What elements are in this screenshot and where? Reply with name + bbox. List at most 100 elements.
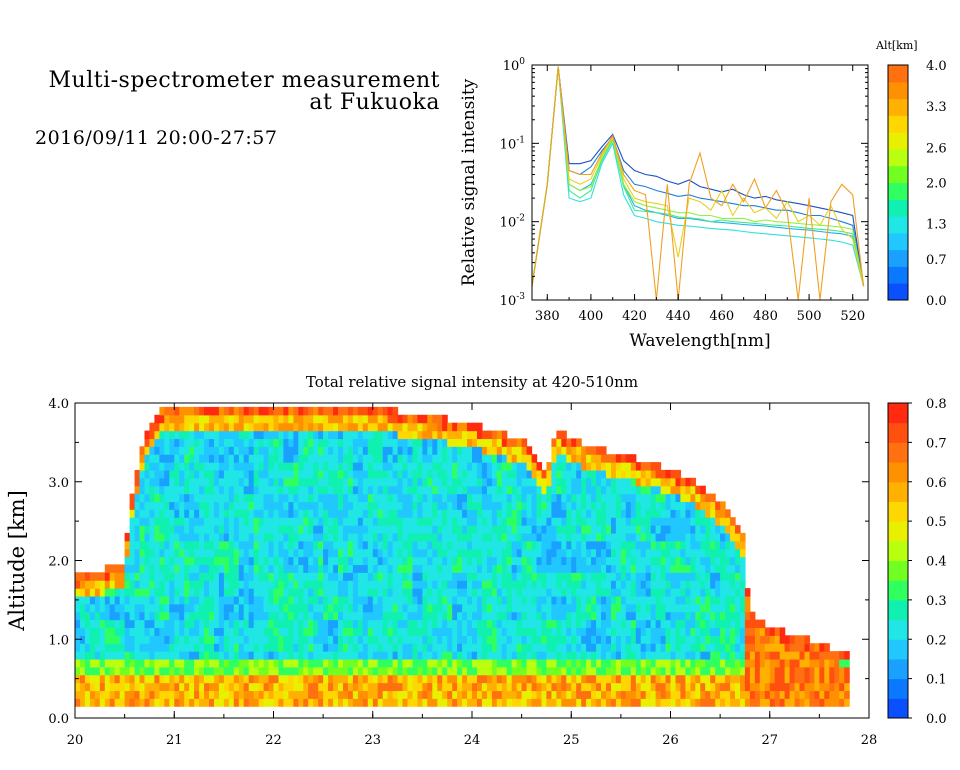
heatmap-cell (258, 635, 265, 644)
heatmap-cell (204, 651, 210, 660)
heatmap-cell (233, 580, 240, 589)
heatmap-cell (298, 540, 304, 550)
heatmap-cell (204, 462, 210, 471)
heatmap-cell (288, 611, 294, 621)
heatmap-cell (189, 556, 195, 566)
heatmap-cell (382, 469, 389, 479)
heatmap-cell (749, 651, 756, 660)
heatmap-cell (571, 517, 577, 526)
heatmap-cell (347, 454, 354, 463)
heatmap-cell (298, 580, 304, 589)
heatmap-cell (561, 446, 567, 455)
heatmap-cell (685, 698, 691, 707)
heatmap-cell (615, 595, 622, 605)
altitude-colorbar-tick-label: 3.3 (926, 100, 947, 115)
heatmap-cell (412, 501, 419, 510)
heatmap-cell (377, 643, 384, 652)
heatmap-cell (749, 690, 756, 699)
heatmap-cell (387, 462, 394, 471)
heatmap-cell (417, 532, 423, 542)
heatmap-cell (333, 643, 339, 652)
heatmap-cell (377, 462, 384, 471)
heatmap-cell (601, 651, 607, 660)
heatmap-cell (273, 580, 280, 589)
heatmap-cell (496, 477, 503, 487)
heatmap-cell (204, 469, 210, 479)
heatmap-cell (615, 540, 622, 550)
heatmap-cell (313, 469, 319, 479)
heatmap-cell (725, 532, 731, 542)
heatmap-cell (412, 580, 419, 589)
heatmap-cell (204, 611, 210, 621)
heatmap-cell (392, 493, 399, 503)
heatmap-cell (680, 525, 686, 534)
heatmap-cell (437, 485, 443, 495)
heatmap-cell (94, 572, 101, 581)
heatmap-cell (447, 540, 453, 550)
heatmap-cell (506, 674, 513, 684)
heatmap-cell (601, 493, 607, 503)
heatmap-cell (159, 454, 165, 463)
heatmap-cell (313, 603, 319, 613)
heatmap-cell (134, 674, 141, 684)
heatmap-cell (228, 532, 235, 542)
heatmap-cell (606, 532, 612, 542)
heatmap-cell (819, 658, 825, 668)
heatmap-cell (705, 627, 711, 636)
heatmap-cell (94, 698, 101, 707)
heatmap-cell (154, 532, 160, 542)
heatmap-cell (754, 619, 761, 629)
heatmap-cell (536, 485, 543, 495)
heatmap-cell (347, 643, 354, 652)
heatmap-cell (486, 548, 493, 558)
heatmap-cell (194, 493, 200, 503)
heatmap-cell (298, 619, 304, 629)
heatmap-cell (655, 666, 662, 676)
heatmap-cell (432, 580, 438, 589)
heatmap-cell (288, 462, 294, 471)
heatmap-cell (690, 556, 696, 566)
heatmap-cell (690, 477, 696, 487)
heatmap-cell (159, 446, 165, 455)
heatmap-cell (625, 698, 632, 707)
heatmap-cell (432, 485, 438, 495)
heatmap-cell (640, 595, 647, 605)
heatmap-cell (491, 588, 498, 597)
heatmap-cell (586, 651, 592, 660)
heatmap-cell (347, 556, 354, 566)
heatmap-cell (561, 619, 567, 629)
heatmap-cell (338, 666, 344, 676)
heatmap-cell (432, 556, 438, 566)
heatmap-cell (372, 682, 379, 692)
heatmap-cell (214, 682, 220, 692)
heatmap-cell (402, 635, 409, 644)
heatmap-cell (784, 674, 791, 684)
heatmap-cell (685, 690, 691, 699)
heatmap-cell (303, 619, 309, 629)
heatmap-y-tick-label: 0.0 (48, 712, 69, 727)
heatmap-cell (298, 477, 304, 487)
heatmap-cell (248, 635, 255, 644)
heatmap-cell (769, 698, 776, 707)
heatmap-cell (248, 564, 255, 573)
heatmap-cell (233, 454, 240, 463)
heatmap-cell (824, 682, 830, 692)
heatmap-cell (278, 469, 285, 479)
heatmap-cell (536, 580, 543, 589)
heatmap-cell (263, 619, 270, 629)
heatmap-cell (511, 666, 518, 676)
heatmap-cell (407, 422, 414, 432)
heatmap-cell (288, 588, 294, 597)
heatmap-cell (343, 651, 349, 660)
heatmap-cell (740, 619, 746, 629)
heatmap-cell (620, 532, 627, 542)
heatmap-cell (516, 580, 523, 589)
heatmap-cell (194, 462, 200, 471)
heatmap-cell (214, 643, 220, 652)
heatmap-cell (159, 406, 165, 416)
heatmap-cell (417, 595, 423, 605)
heatmap-cell (695, 485, 701, 495)
heatmap-cell (392, 595, 399, 605)
heatmap-cell (809, 658, 816, 668)
heatmap-cell (228, 493, 235, 503)
